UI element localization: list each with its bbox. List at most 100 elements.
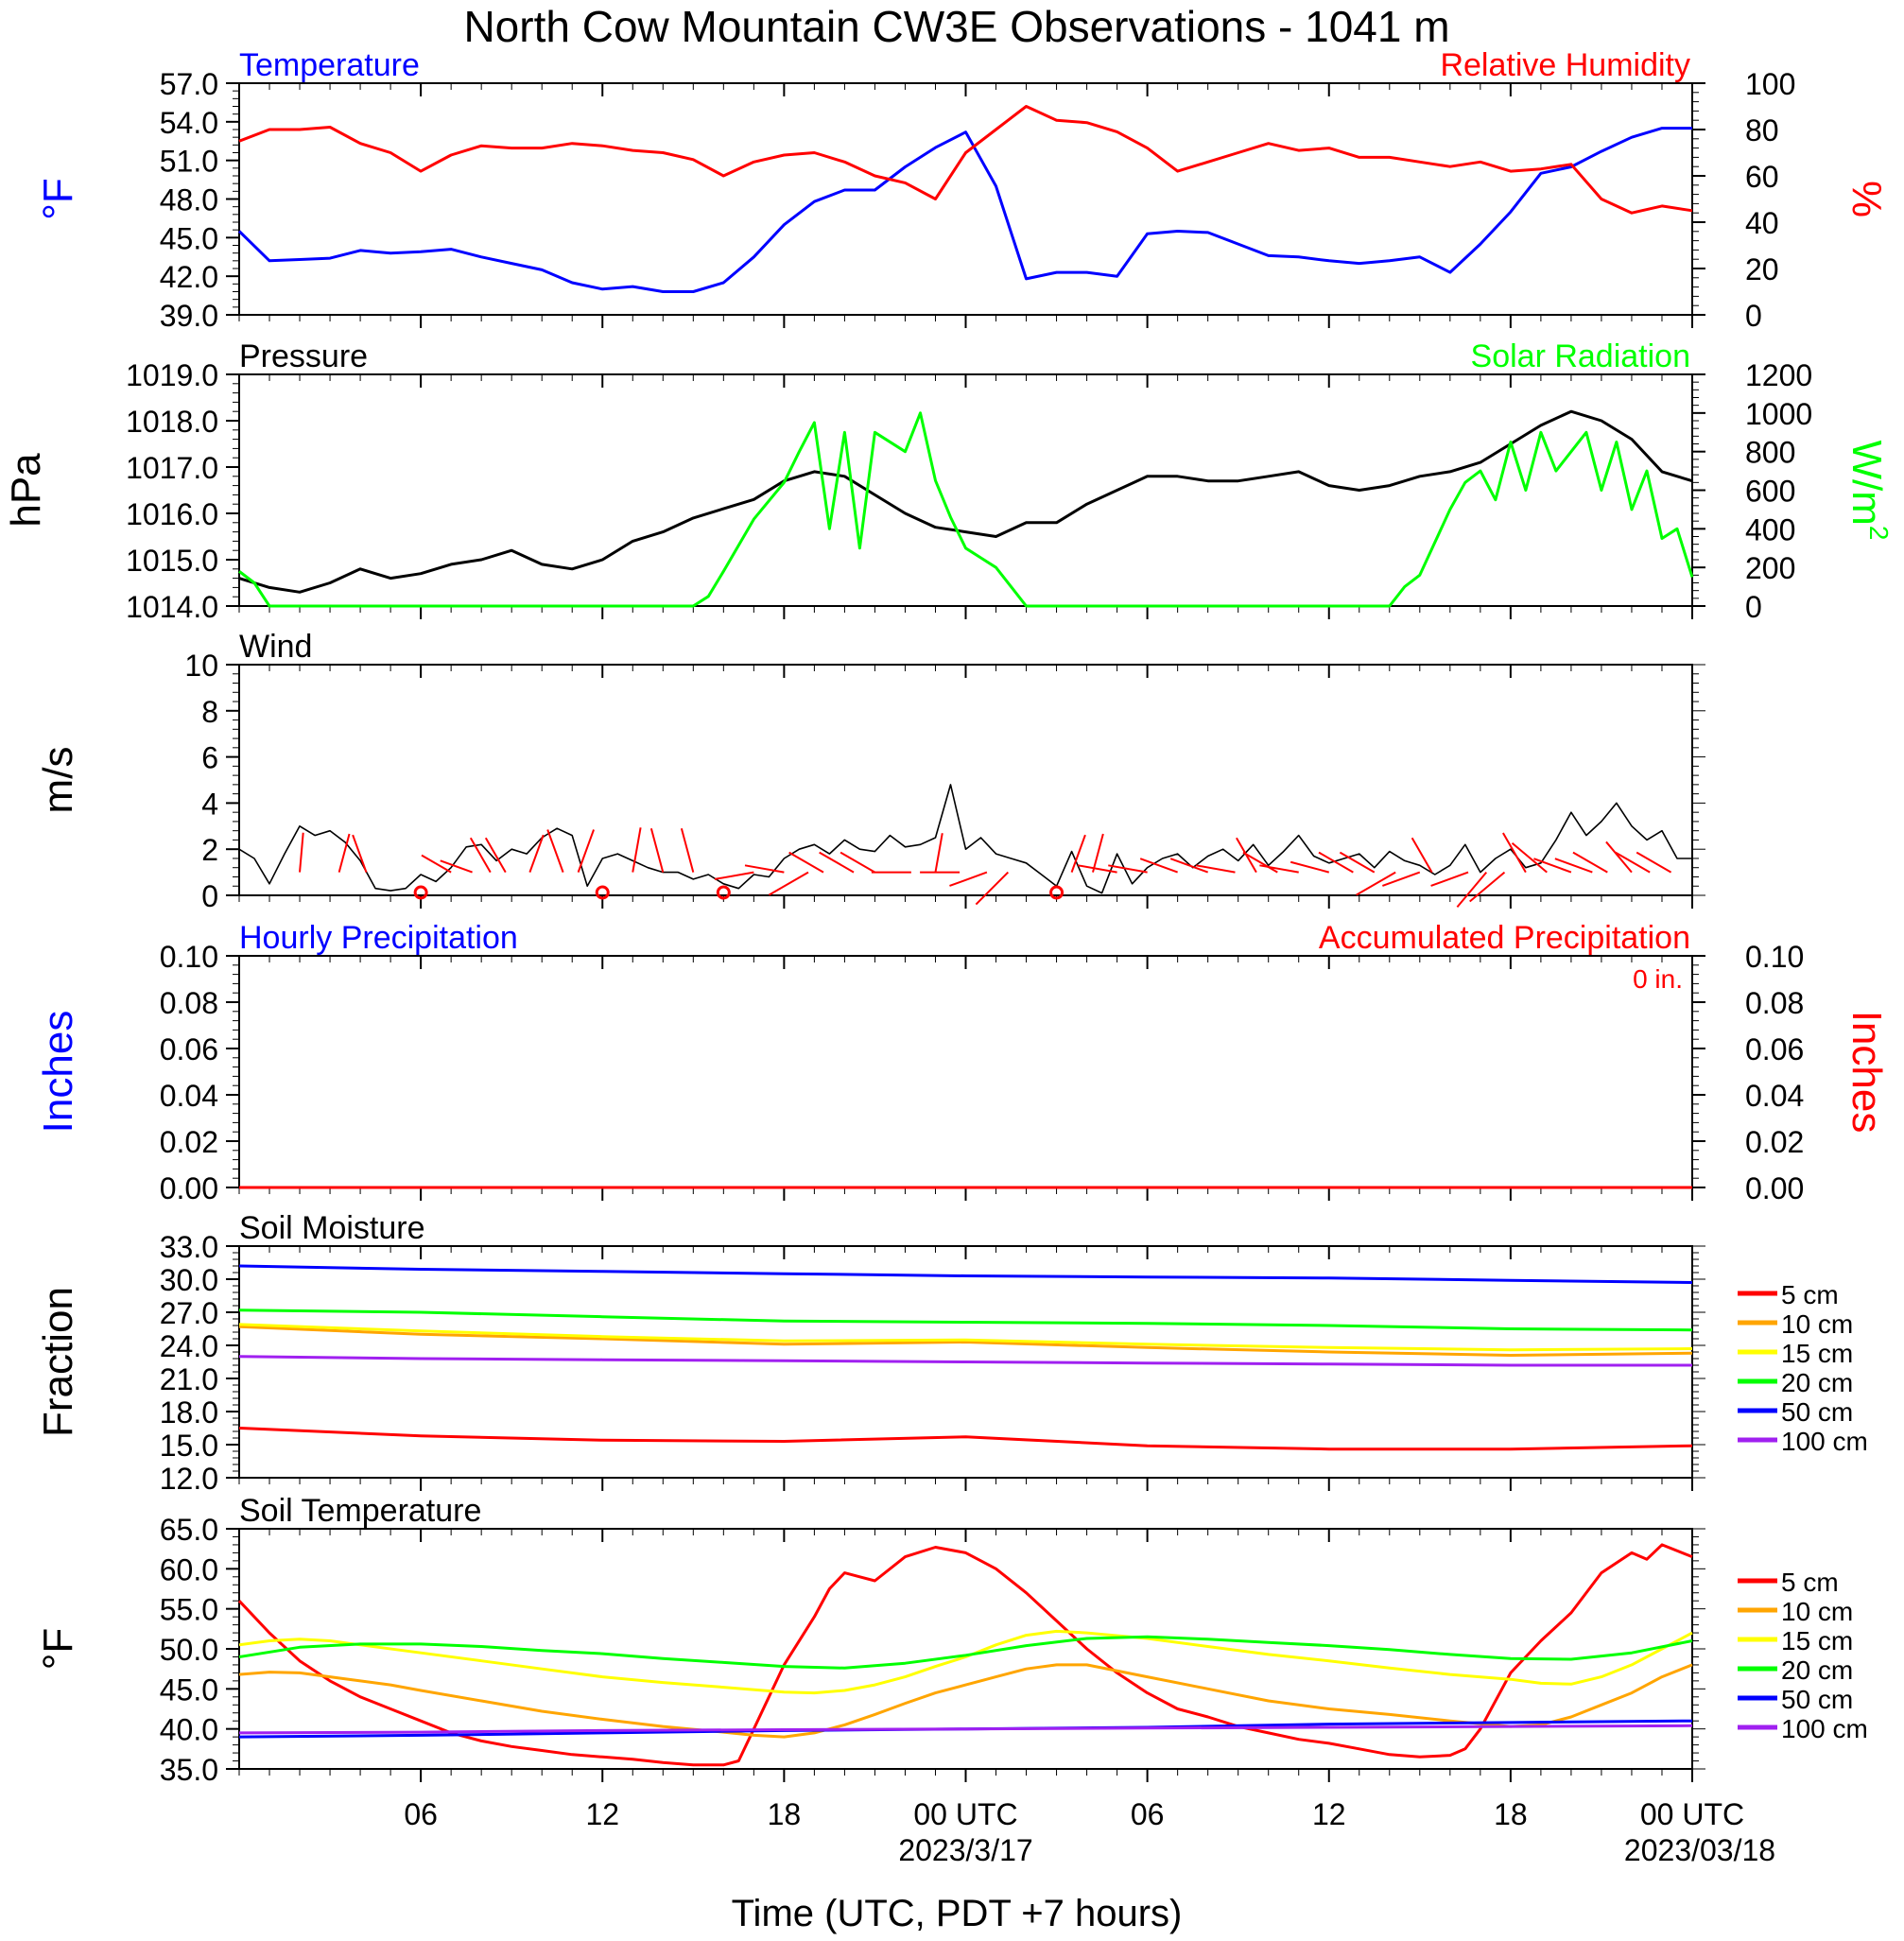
y-tick-label: 1015.0 bbox=[126, 544, 218, 578]
y-tick-label: 1019.0 bbox=[126, 358, 218, 392]
wind-barb bbox=[1169, 858, 1209, 874]
y-right-tick-label: 0.04 bbox=[1745, 1079, 1804, 1113]
wind-barb bbox=[649, 827, 665, 873]
y-tick-label: 0 bbox=[201, 879, 218, 913]
panel-title-left: Hourly Precipitation bbox=[239, 920, 518, 956]
y-axis-label-left: hPa bbox=[3, 453, 49, 528]
chart-panels: 39.042.045.048.051.054.057.0020406080100… bbox=[3, 47, 1894, 1787]
y-axis-label-right: Inches bbox=[1843, 1011, 1890, 1134]
wind-barb bbox=[1092, 833, 1104, 873]
x-tick-label: 06 bbox=[404, 1797, 438, 1831]
panel-soil-moisture: 12.015.018.021.024.027.030.033.0 Soil Moi… bbox=[35, 1210, 1868, 1496]
wind-barb bbox=[1339, 851, 1376, 874]
series-line-10-cm bbox=[238, 1325, 1693, 1357]
series-line-5-cm bbox=[237, 1543, 1693, 1767]
y-axis-label-left: °F bbox=[35, 1628, 81, 1670]
wind-barb bbox=[440, 859, 473, 874]
series-line-pressure bbox=[238, 409, 1693, 594]
y-right-tick-label: 800 bbox=[1745, 436, 1795, 470]
legend-label: 5 cm bbox=[1781, 1568, 1839, 1597]
y-tick-label: 15.0 bbox=[160, 1429, 218, 1463]
x-tick-label: 12 bbox=[585, 1797, 619, 1831]
panel-title-left: Soil Moisture bbox=[239, 1210, 425, 1246]
wind-barb bbox=[1511, 841, 1548, 874]
legend-label: 100 cm bbox=[1781, 1714, 1868, 1743]
y-right-tick-label: 0.00 bbox=[1745, 1171, 1804, 1205]
y-tick-label: 1016.0 bbox=[126, 497, 218, 531]
wind-barb bbox=[469, 837, 492, 874]
plot-frame bbox=[238, 373, 1693, 607]
y-tick-label: 21.0 bbox=[160, 1362, 218, 1396]
y-axis-label-left: °F bbox=[35, 178, 81, 219]
y-tick-label: 33.0 bbox=[160, 1230, 218, 1264]
figure-title: North Cow Mountain CW3E Observations - 1… bbox=[463, 2, 1449, 51]
y-tick-label: 55.0 bbox=[160, 1593, 218, 1627]
y-tick-label: 45.0 bbox=[160, 1672, 218, 1707]
series-line-50-cm bbox=[238, 1264, 1693, 1284]
wind-barb bbox=[1139, 858, 1178, 874]
series-line-wind bbox=[238, 784, 1692, 894]
panel-title-left: Wind bbox=[239, 629, 312, 665]
y-tick-label: 42.0 bbox=[160, 260, 218, 294]
y-tick-label: 10 bbox=[184, 649, 218, 683]
wind-calm-marker bbox=[1049, 885, 1065, 900]
y-tick-label: 1018.0 bbox=[126, 405, 218, 439]
y-tick-label: 65.0 bbox=[160, 1513, 218, 1547]
panel-hourly-precipitation: 0.00 0.02 0.04 0.06 0.08 0.10 0.00 0.02 0.04 0.06… bbox=[35, 920, 1890, 1205]
x-tick-label: 18 bbox=[768, 1797, 802, 1831]
wind-barb bbox=[338, 833, 351, 873]
panel-title-left: Soil Temperature bbox=[239, 1493, 481, 1529]
y-right-tick-label: 0 bbox=[1745, 590, 1762, 624]
wind-barb bbox=[1469, 871, 1506, 903]
wind-barb bbox=[768, 871, 809, 896]
wind-barb bbox=[975, 871, 1010, 906]
y-tick-label: 12.0 bbox=[160, 1462, 218, 1496]
wind-barb bbox=[1430, 871, 1469, 887]
legend-label: 15 cm bbox=[1781, 1626, 1853, 1655]
panel-title-left: Pressure bbox=[239, 338, 368, 374]
y-tick-label: 30.0 bbox=[160, 1263, 218, 1297]
panel-title-right: Relative Humidity bbox=[1440, 47, 1690, 83]
y-right-tick-label: 0.10 bbox=[1745, 940, 1804, 974]
panel-annotation: 0 in. bbox=[1633, 964, 1683, 994]
wind-barb bbox=[1242, 851, 1278, 874]
wind-barb bbox=[632, 827, 642, 873]
wind-barb bbox=[421, 854, 452, 874]
legend-label: 20 cm bbox=[1781, 1655, 1853, 1685]
series-line-temperature bbox=[237, 127, 1692, 293]
wind-barb bbox=[1356, 871, 1396, 896]
wind-barb bbox=[1070, 834, 1086, 873]
panel-temperature: 39.0 42.0 45.0 48.0 51.0 54.0 57.0 0 20 40 60 80 100… bbox=[35, 47, 1890, 333]
x-tick-label: 00 UTC bbox=[913, 1797, 1017, 1831]
x-date-label: 2023/03/18 bbox=[1624, 1833, 1775, 1867]
legend-label: 10 cm bbox=[1781, 1309, 1853, 1339]
wind-barb bbox=[1318, 851, 1354, 874]
y-right-tick-label: 1000 bbox=[1745, 397, 1812, 431]
wind-calm-marker bbox=[413, 885, 428, 900]
x-tick-label: 06 bbox=[1131, 1797, 1165, 1831]
y-tick-label: 0.08 bbox=[160, 986, 218, 1020]
series-line-solar-radiation bbox=[238, 411, 1694, 608]
y-tick-label: 18.0 bbox=[160, 1395, 218, 1430]
wind-barb bbox=[1554, 858, 1593, 874]
y-tick-label: 45.0 bbox=[160, 221, 218, 255]
legend-label: 50 cm bbox=[1781, 1685, 1853, 1714]
panel-soil-temperature: 35.0 40.0 45.0 50.0 55.0 60.0 65.0 Soil Tempera… bbox=[35, 1493, 1868, 1787]
wind-barb bbox=[577, 829, 595, 873]
y-tick-label: 0.06 bbox=[160, 1032, 218, 1066]
x-axis-label: Time (UTC, PDT +7 hours) bbox=[732, 1893, 1183, 1934]
wind-barb bbox=[528, 834, 545, 873]
wind-barb bbox=[1456, 871, 1488, 909]
y-axis-label-right: W/m2 bbox=[1843, 441, 1894, 541]
y-tick-label: 2 bbox=[201, 833, 218, 867]
x-tick-label: 18 bbox=[1494, 1797, 1528, 1831]
wind-barb bbox=[1502, 832, 1527, 874]
y-tick-label: 27.0 bbox=[160, 1296, 218, 1330]
y-right-tick-label: 400 bbox=[1745, 512, 1795, 546]
y-tick-label: 50.0 bbox=[160, 1633, 218, 1667]
y-tick-label: 48.0 bbox=[160, 183, 218, 217]
y-tick-label: 4 bbox=[201, 787, 218, 821]
series-line-100-cm bbox=[238, 1724, 1693, 1735]
